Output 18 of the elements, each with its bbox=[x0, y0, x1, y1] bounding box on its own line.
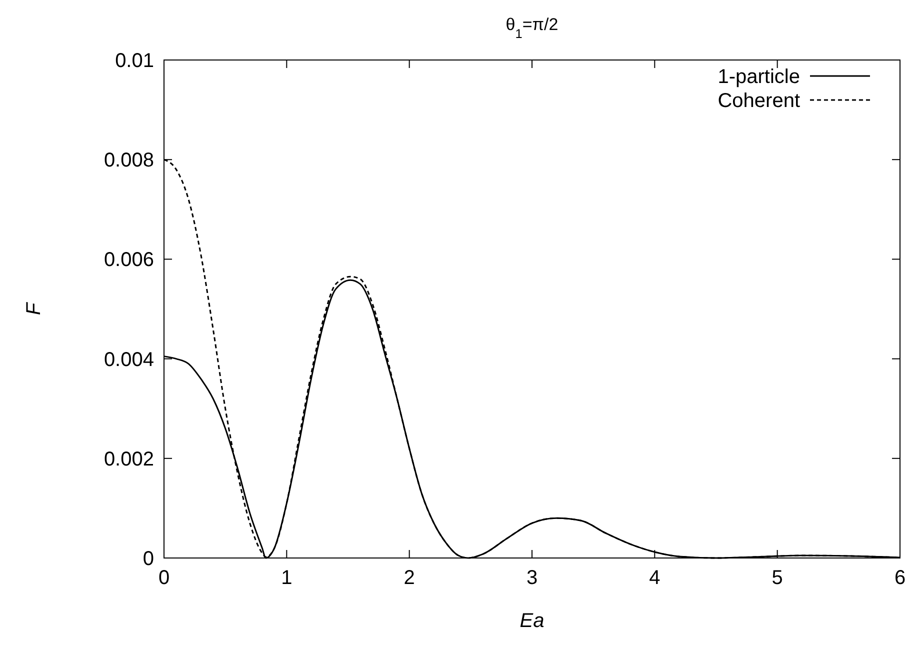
legend-label: 1-particle bbox=[718, 66, 800, 88]
y-tick-label: 0.004 bbox=[104, 348, 154, 371]
y-tick-label: 0 bbox=[142, 548, 154, 570]
x-tick-label: 6 bbox=[894, 567, 906, 589]
x-axis-title: Ea bbox=[520, 610, 544, 632]
y-tick-label: 0.006 bbox=[104, 249, 154, 272]
x-tick-label: 0 bbox=[158, 567, 170, 589]
y-tick-label: 0.008 bbox=[104, 150, 154, 172]
x-tick-label: 1 bbox=[281, 567, 292, 589]
legend-label: Coherent bbox=[718, 90, 800, 112]
x-tick-label: 3 bbox=[526, 567, 538, 589]
x-tick-label: 5 bbox=[772, 567, 783, 589]
x-tick-label: 2 bbox=[404, 567, 415, 589]
y-tick-label: 0.002 bbox=[104, 448, 154, 470]
y-tick-label: 0.01 bbox=[115, 50, 154, 72]
chart-title: θ$_{1}$=π/2 bbox=[506, 15, 558, 40]
y-axis-title: F bbox=[23, 301, 45, 316]
x-tick-label: 4 bbox=[649, 567, 660, 589]
